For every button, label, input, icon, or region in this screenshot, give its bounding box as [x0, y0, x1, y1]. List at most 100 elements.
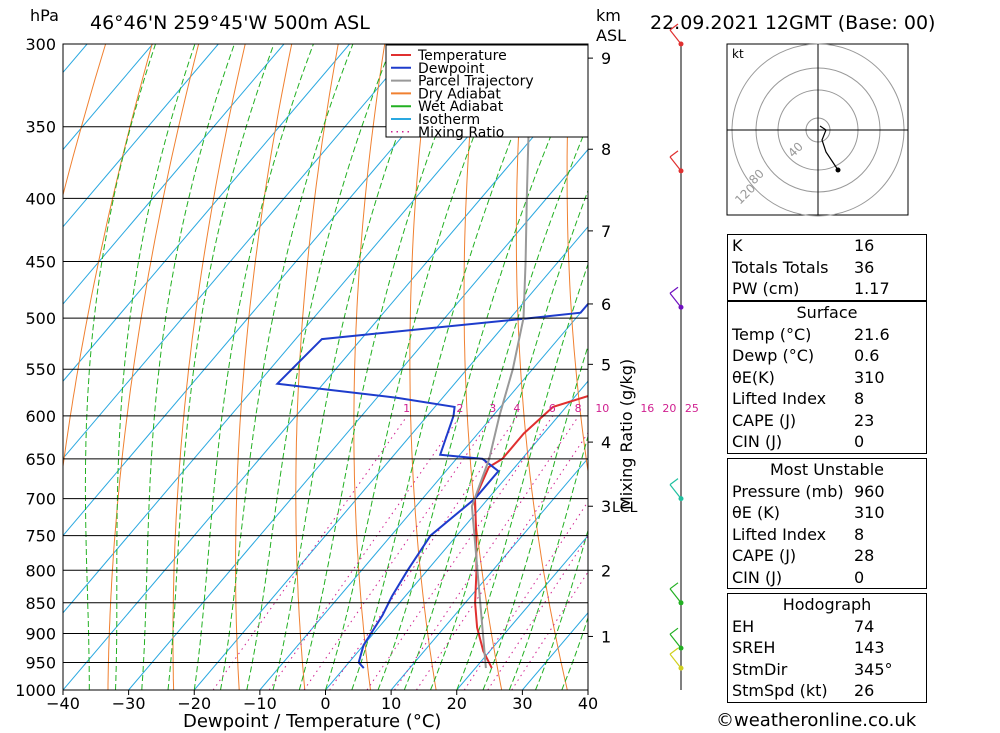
isotherm-line	[0, 44, 21, 690]
km-unit-label: km	[596, 6, 621, 25]
x-tick-label: 40	[578, 694, 598, 713]
km-labels: 9 8 7 6 5 4 3 2 1 LCL	[588, 49, 638, 646]
mixing-ratio-line	[511, 571, 588, 690]
wet-adiabat-line	[193, 44, 314, 690]
dry-adiabat-line	[990, 44, 1000, 690]
indices-label: Pressure (mb)	[732, 481, 844, 501]
pressure-tick-label: 550	[25, 360, 56, 379]
series-dewpoint	[275, 302, 588, 669]
location-title: 46°46'N 259°45'W 500m ASL	[90, 12, 370, 34]
km-label: 5	[601, 355, 611, 374]
mixing-ratio-line	[212, 415, 408, 690]
indices-label: StmDir	[732, 659, 788, 679]
indices-label: SREH	[732, 638, 776, 657]
legend-label: Temperature	[417, 48, 507, 64]
indices-label: CIN (J)	[732, 432, 783, 451]
pressure-unit-label: hPa	[30, 6, 59, 25]
indices-value: 310	[854, 503, 885, 522]
indices-row: PW (cm) 1.17	[728, 278, 926, 300]
wet-adiabat-line	[141, 44, 235, 690]
pressure-tick-label: 600	[25, 407, 56, 426]
mixing-ratio-label: 16	[640, 402, 654, 415]
pressure-tick-label: 700	[25, 490, 56, 509]
x-tick-label: 10	[381, 694, 401, 713]
legend-label: Wet Adiabat	[418, 99, 504, 115]
pressure-tick-label: 750	[25, 527, 56, 546]
mixing-ratio-line	[329, 415, 518, 690]
pressure-tick-label: 400	[25, 189, 56, 208]
dry-adiabat-line	[353, 44, 386, 690]
indices-value: 0	[854, 567, 865, 587]
x-tick-label: −10	[243, 694, 277, 713]
indices-value: 310	[854, 367, 885, 387]
wind-barb-flag	[669, 582, 679, 590]
isotherm-line	[63, 44, 482, 537]
wet-adiabat-line	[115, 44, 196, 690]
dry-adiabat-line	[515, 44, 568, 690]
isotherm-line	[193, 225, 588, 690]
axes: 3003504004505005506006507007508008509009…	[15, 35, 598, 713]
indices-row: CAPE (J) 23	[728, 410, 926, 432]
mixing-ratio-line	[268, 415, 461, 690]
pressure-tick-label: 950	[25, 653, 56, 672]
indices-label: θE(K)	[732, 367, 775, 387]
legend-label: Dewpoint	[418, 61, 485, 77]
mixing-ratio-label: 2	[456, 402, 463, 415]
isotherm-line	[259, 303, 588, 690]
dry-adiabat-line	[295, 44, 339, 690]
pressure-tick-label: 650	[25, 450, 56, 469]
indices-value: 143	[854, 638, 885, 657]
pressure-tick-label: 450	[25, 253, 56, 272]
km-label: 3	[601, 497, 611, 516]
isotherm-line	[63, 44, 350, 382]
mixing-ratio-line	[394, 415, 580, 690]
asl-unit-label: ASL	[596, 26, 626, 45]
wet-adiabat-line	[220, 44, 354, 690]
indices-label: StmSpd (kt)	[732, 681, 828, 700]
wind-barb-staff	[669, 29, 682, 45]
plot-frame	[62, 43, 589, 691]
indices-row: StmDir 345°	[728, 659, 926, 681]
indices-value: 26	[854, 681, 875, 700]
wet-adiabat-line	[84, 44, 156, 690]
isotherm-line	[456, 534, 588, 690]
indices-label: CIN (J)	[732, 567, 783, 587]
isotherm-line	[325, 380, 588, 690]
wind-barb-staff	[669, 292, 682, 308]
x-tick-label: −40	[46, 694, 80, 713]
indices-label: PW (cm)	[732, 279, 800, 298]
km-label: 7	[601, 222, 611, 241]
km-label: 1	[601, 627, 611, 646]
indices-row: CIN (J) 0	[728, 431, 926, 453]
indices-hodograph-box: Hodograph EH 74 SREH 143 StmDir 345° StmSpd (kt…	[727, 593, 927, 703]
indices-section-title: Most Unstable	[770, 460, 884, 479]
indices-value: 0	[854, 432, 865, 451]
indices-label: Temp (°C)	[732, 324, 812, 344]
indices-row: CIN (J) 0	[728, 567, 926, 589]
indices-row: Dewp (°C) 0.6	[728, 345, 926, 367]
mixing-ratio-label: 4	[513, 402, 520, 415]
hodograph-storm-motion	[835, 167, 841, 173]
indices-label: Dewp (°C)	[732, 346, 815, 365]
indices-row: Temp (°C) 21.6	[728, 324, 926, 346]
wind-barb-flag	[669, 627, 679, 635]
indices-value: 23	[854, 410, 875, 430]
x-tick-label: 0	[320, 694, 330, 713]
indices-row: K 16	[728, 235, 926, 257]
wind-barb-flag	[669, 23, 679, 31]
x-axis-label: Dewpoint / Temperature (°C)	[183, 711, 441, 732]
pressure-tick-label: 350	[25, 118, 56, 137]
pressure-tick-label: 500	[25, 309, 56, 328]
indices-surface-box: Surface Temp (°C) 21.6 Dewp (°C) 0.6 θE(K) 310…	[727, 301, 927, 454]
indices-row: StmSpd (kt) 26	[728, 680, 926, 702]
indices-row: Lifted Index 8	[728, 524, 926, 546]
pressure-tick-label: 900	[25, 624, 56, 643]
km-label: 2	[601, 561, 611, 580]
wind-barb-staff	[669, 588, 682, 604]
indices-row: Pressure (mb) 960	[728, 481, 926, 503]
indices-label: K	[732, 236, 743, 255]
indices-section-title: Hodograph	[782, 595, 872, 614]
wind-profile	[669, 23, 684, 690]
wet-adiabat-line	[325, 44, 512, 690]
